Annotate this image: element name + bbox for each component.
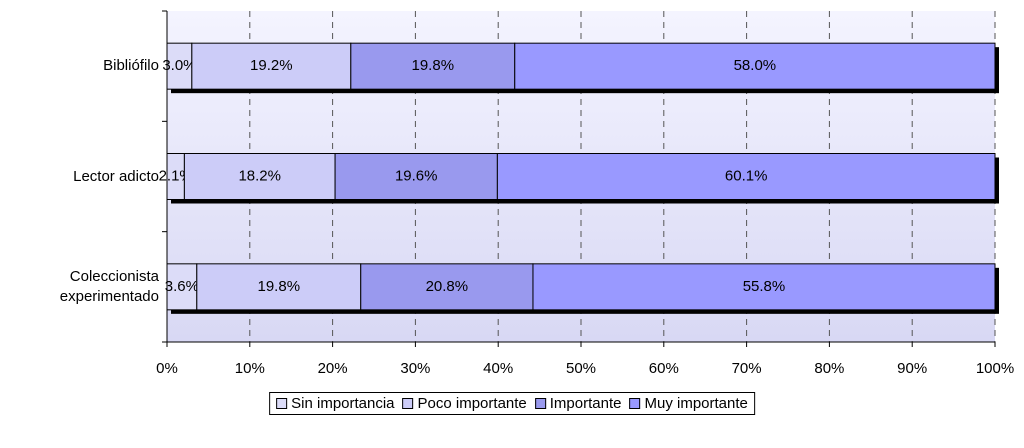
data-label: 19.6% bbox=[395, 167, 438, 184]
data-label: 55.8% bbox=[743, 278, 786, 295]
y-tick-label: Bibliófilo bbox=[103, 57, 159, 75]
data-label: 3.6% bbox=[165, 278, 199, 295]
legend-label: Importante bbox=[549, 395, 622, 412]
data-label: 18.2% bbox=[238, 167, 281, 184]
y-tick-label: Coleccionista experimentado bbox=[59, 267, 159, 305]
legend-item: Muy importante bbox=[629, 395, 748, 412]
bar-segment bbox=[183, 153, 336, 200]
bar-segment bbox=[334, 153, 498, 200]
bar-segment bbox=[191, 42, 352, 90]
x-tick-label: 80% bbox=[814, 360, 844, 377]
data-label: 60.1% bbox=[725, 167, 768, 184]
x-tick-label: 70% bbox=[732, 360, 762, 377]
x-tick-label: 90% bbox=[897, 360, 927, 377]
legend-swatch bbox=[534, 398, 546, 409]
y-tick-label: Lector adicto bbox=[73, 167, 159, 185]
data-label: 19.2% bbox=[250, 57, 293, 74]
bar-segment bbox=[166, 42, 193, 90]
bar-segment bbox=[496, 153, 996, 200]
legend-label: Poco importante bbox=[417, 395, 527, 412]
x-tick-label: 10% bbox=[235, 360, 265, 377]
data-label: 3.0% bbox=[162, 57, 196, 74]
legend-swatch bbox=[276, 398, 288, 409]
x-tick-label: 40% bbox=[483, 360, 513, 377]
x-tick-label: 100% bbox=[976, 360, 1014, 377]
legend-label: Muy importante bbox=[644, 395, 748, 412]
bar-segment bbox=[514, 42, 996, 90]
data-label: 20.8% bbox=[426, 278, 469, 295]
data-label: 58.0% bbox=[734, 57, 777, 74]
x-tick-label: 30% bbox=[400, 360, 430, 377]
legend-swatch bbox=[629, 398, 641, 409]
x-tick-label: 20% bbox=[318, 360, 348, 377]
x-tick-label: 50% bbox=[566, 360, 596, 377]
legend-item: Sin importancia bbox=[276, 395, 395, 412]
data-label: 19.8% bbox=[258, 278, 301, 295]
data-label: 19.8% bbox=[412, 57, 455, 74]
legend-swatch bbox=[402, 398, 414, 409]
legend-item: Importante bbox=[534, 395, 622, 412]
x-tick-label: 60% bbox=[649, 360, 679, 377]
legend: Sin importancia Poco importante Importante… bbox=[269, 392, 755, 415]
bar-segment bbox=[350, 42, 516, 90]
legend-item: Poco importante bbox=[402, 395, 527, 412]
x-tick-label: 0% bbox=[156, 360, 178, 377]
legend-label: Sin importancia bbox=[291, 395, 395, 412]
bar-segment bbox=[532, 263, 996, 311]
bar-segment bbox=[166, 263, 198, 311]
